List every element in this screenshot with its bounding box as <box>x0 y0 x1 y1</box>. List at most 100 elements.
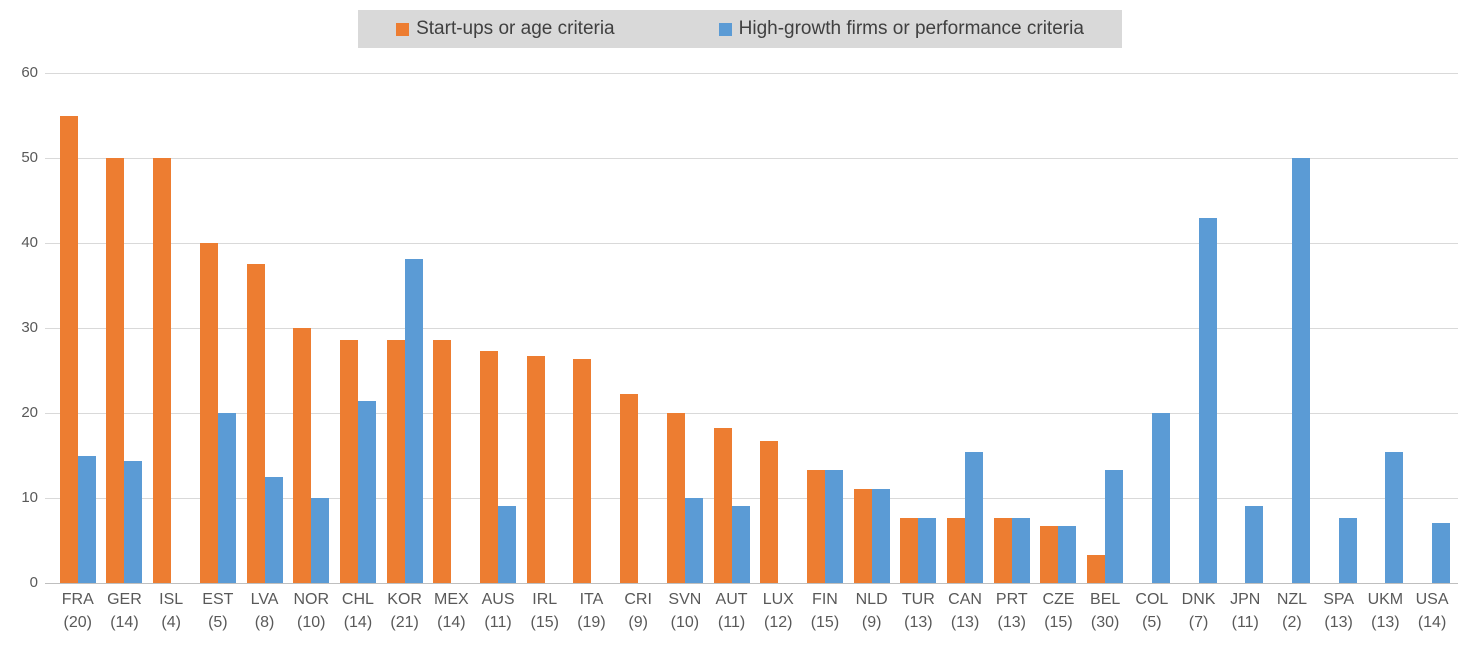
y-gridline-50 <box>45 158 1458 159</box>
x-tick-count: (30) <box>1090 614 1120 631</box>
bar-startups-GER <box>106 158 125 583</box>
x-tick-label-MEX: MEX (14) <box>421 588 481 634</box>
x-tick-count: (9) <box>628 614 648 631</box>
x-tick-country-code: NOR <box>293 591 330 608</box>
bar-highgrowth-USA <box>1432 522 1451 583</box>
x-tick-count: (13) <box>1324 614 1353 631</box>
bar-highgrowth-EST <box>217 413 236 583</box>
legend-item-highgrowth: High-growth firms or performance criteri… <box>718 18 1084 40</box>
x-tick-label-DNK: DNK (7) <box>1169 588 1229 634</box>
x-tick-country-code: USA <box>1415 591 1449 608</box>
x-tick-count: (15) <box>810 614 840 631</box>
x-tick-country-code: LUX <box>762 591 794 608</box>
x-tick-country-code: JPN <box>1230 591 1261 608</box>
x-tick-count: (2) <box>1282 614 1302 631</box>
bar-highgrowth-JPN <box>1245 505 1264 583</box>
bar-highgrowth-NZL <box>1291 158 1310 583</box>
bar-startups-LUX <box>760 441 779 583</box>
x-tick-label-LVA: LVA (8) <box>235 588 295 634</box>
x-tick-country-code: CRI <box>624 591 652 608</box>
x-tick-country-code: KOR <box>387 591 422 608</box>
x-tick-count: (11) <box>484 614 512 631</box>
bar-startups-KOR <box>386 339 405 583</box>
x-tick-country-code: UKM <box>1367 591 1404 608</box>
bar-startups-CRI <box>620 394 639 583</box>
legend-swatch-highgrowth-icon <box>718 22 732 36</box>
x-tick-count: (15) <box>530 614 559 631</box>
y-gridline-20 <box>45 413 1458 414</box>
x-tick-country-code: ITA <box>579 591 604 608</box>
x-tick-label-COL: COL (5) <box>1122 588 1182 634</box>
x-tick-count: (14) <box>437 614 466 631</box>
bar-highgrowth-CHL <box>357 401 376 583</box>
bar-startups-CZE <box>1040 526 1059 583</box>
bar-startups-IRL <box>526 356 545 583</box>
x-tick-label-SVN: SVN (10) <box>655 588 715 634</box>
x-tick-count: (7) <box>1188 614 1209 631</box>
bar-highgrowth-UKM <box>1385 452 1404 583</box>
bar-highgrowth-TUR <box>918 517 937 583</box>
x-tick-label-NLD: NLD (9) <box>842 588 902 634</box>
x-tick-country-code: FRA <box>61 591 94 608</box>
x-tick-country-code: DNK <box>1181 591 1216 608</box>
x-tick-country-code: GER <box>107 591 142 608</box>
x-tick-label-GER: GER (14) <box>94 588 154 634</box>
x-tick-count: (5) <box>1142 614 1162 631</box>
bar-startups-LVA <box>246 264 265 583</box>
x-tick-count: (8) <box>254 614 275 631</box>
x-tick-count: (5) <box>208 614 228 631</box>
x-tick-label-TUR: TUR (13) <box>888 588 948 634</box>
x-tick-country-code: BEL <box>1090 591 1121 608</box>
x-tick-label-CHL: CHL (14) <box>328 588 388 634</box>
x-tick-country-code: NLD <box>855 591 888 608</box>
x-tick-country-code: AUS <box>481 591 515 608</box>
x-tick-country-code: NZL <box>1276 591 1308 608</box>
x-tick-country-code: CAN <box>948 591 982 608</box>
bar-startups-EST <box>199 243 218 583</box>
bar-startups-NOR <box>293 328 312 583</box>
x-tick-country-code: SPA <box>1323 591 1355 608</box>
bar-startups-ISL <box>153 158 172 583</box>
bar-highgrowth-CZE <box>1058 526 1077 583</box>
bar-startups-TUR <box>900 517 919 583</box>
bar-highgrowth-NLD <box>871 488 890 583</box>
y-tick-label-40: 40 <box>21 234 38 251</box>
bar-highgrowth-NOR <box>311 498 330 583</box>
bar-highgrowth-DNK <box>1198 218 1217 583</box>
x-tick-country-code: IRL <box>532 591 558 608</box>
bar-startups-ITA <box>573 359 592 583</box>
x-tick-count: (21) <box>390 614 419 631</box>
bar-highgrowth-BEL <box>1105 469 1124 583</box>
bar-startups-SVN <box>666 413 685 583</box>
x-tick-label-ITA: ITA (19) <box>561 588 621 634</box>
x-tick-label-ISL: ISL (4) <box>141 588 201 634</box>
x-tick-country-code: AUT <box>715 591 748 608</box>
bar-startups-MEX <box>433 339 452 583</box>
legend-swatch-startups-icon <box>396 22 410 36</box>
x-tick-label-PRT: PRT (13) <box>982 588 1042 634</box>
x-tick-country-code: ISL <box>159 591 184 608</box>
x-tick-label-BEL: BEL (30) <box>1075 588 1135 634</box>
y-gridline-60 <box>45 73 1458 74</box>
legend-item-startups: Start-ups or age criteria <box>396 18 615 40</box>
y-tick-label-60: 60 <box>21 64 38 81</box>
x-tick-label-USA: USA (14) <box>1402 588 1462 634</box>
x-tick-count: (13) <box>950 614 980 631</box>
y-tick-label-10: 10 <box>21 489 38 506</box>
x-tick-count: (10) <box>670 614 700 631</box>
x-tick-label-KOR: KOR (21) <box>375 588 435 634</box>
x-tick-label-JPN: JPN (11) <box>1215 588 1275 634</box>
bar-highgrowth-AUT <box>731 505 750 583</box>
bar-highgrowth-AUS <box>498 505 517 583</box>
x-tick-count: (12) <box>764 614 793 631</box>
y-tick-label-20: 20 <box>21 404 38 421</box>
x-tick-count: (14) <box>343 614 373 631</box>
bar-startups-FIN <box>806 469 825 583</box>
x-tick-label-EST: EST (5) <box>188 588 248 634</box>
x-tick-label-AUS: AUS (11) <box>468 588 528 634</box>
bar-highgrowth-LVA <box>264 476 283 583</box>
chart-legend: Start-ups or age criteria High-growth fi… <box>358 10 1122 48</box>
x-tick-label-CRI: CRI (9) <box>608 588 668 634</box>
